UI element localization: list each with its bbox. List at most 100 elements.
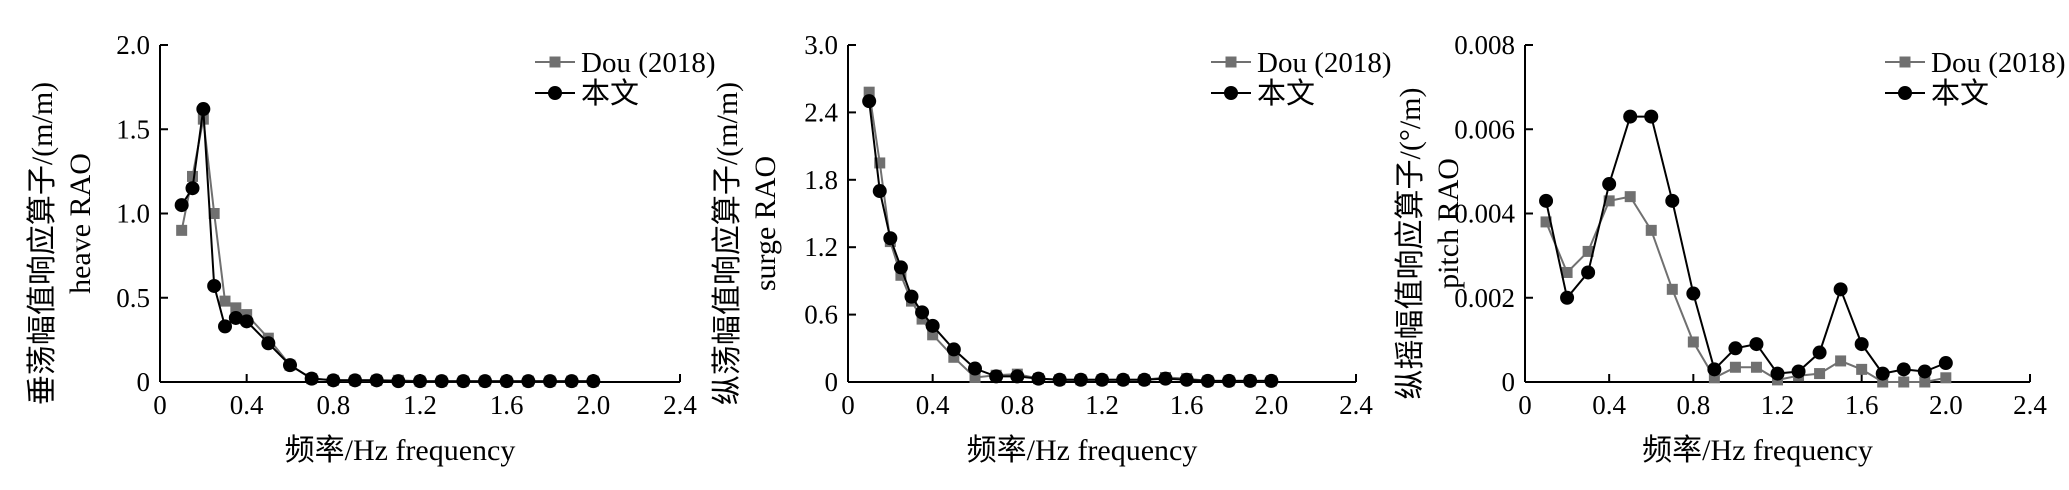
- heave-point-this-work: [185, 181, 200, 196]
- pitch-point-dou2018: [1582, 245, 1594, 257]
- pitch-y-axis-title-cn: 纵摇幅值响应算子/(°/m): [1394, 88, 1427, 400]
- pitch-point-this-work: [1770, 366, 1785, 381]
- pitch-point-dou2018: [1814, 368, 1826, 380]
- heave-legend-label: Dou (2018): [581, 47, 716, 79]
- pitch-point-dou2018: [1708, 372, 1720, 384]
- surge-point-this-work: [893, 260, 908, 275]
- surge-point-this-work: [1031, 371, 1046, 386]
- pitch-series-line-dou2018: [1545, 195, 1946, 383]
- heave-legend-marker-circle: [548, 86, 562, 100]
- pitch-y-tick-label: 0.008: [1454, 30, 1515, 60]
- surge-point-this-work: [862, 94, 877, 109]
- heave-y-axis-title-en: heave RAO: [64, 153, 97, 294]
- surge-y-tick-label: 0.6: [804, 300, 838, 330]
- surge-point-this-work: [968, 361, 982, 376]
- heave-x-tick-label: 2.4: [663, 390, 697, 420]
- surge-point-this-work: [1095, 372, 1109, 387]
- surge-legend-label: 本文: [1257, 77, 1315, 110]
- surge-y-axis-title-cn: 纵荡幅值响应算子/(m/m): [711, 82, 744, 405]
- pitch-legend-label: 本文: [1931, 77, 1989, 110]
- pitch-rao-chart: 0 0.4 0.8 1.2 1.6 2.0 2.4 0 0.002 0.004 0.006 0.008…: [1394, 30, 2066, 467]
- heave-point-this-work: [228, 310, 243, 325]
- pitch-point-dou2018: [1750, 361, 1762, 373]
- heave-point-this-work: [283, 358, 297, 373]
- heave-point-this-work: [478, 374, 492, 389]
- heave-x-tick-label: 0.4: [230, 390, 264, 420]
- surge-point-dou2018: [895, 269, 907, 281]
- heave-point-this-work: [239, 314, 254, 329]
- pitch-y-tick-label: 0.002: [1454, 283, 1515, 313]
- surge-x-tick-label: 0.4: [916, 390, 950, 420]
- surge-chart-panel: 0 0.4 0.8 1.2 1.6 2.0 2.4 0 0.6 1.2 1.8 2.4 3.0 频率/Hz…: [690, 0, 1392, 490]
- pitch-point-this-work: [1728, 341, 1743, 356]
- heave-point-this-work: [326, 373, 341, 388]
- surge-point-dou2018: [927, 329, 939, 341]
- pitch-point-this-work: [1812, 345, 1827, 360]
- pitch-point-this-work: [1623, 109, 1638, 124]
- pitch-series-line-this-work: [1545, 115, 1947, 375]
- surge-x-tick-label: 0.8: [1000, 390, 1034, 420]
- heave-point-this-work: [304, 371, 319, 386]
- pitch-legend-label: Dou (2018): [1931, 47, 2066, 79]
- pitch-point-this-work: [1665, 193, 1680, 208]
- heave-series-line-this-work: [180, 108, 594, 383]
- heave-y-tick-label: 1.0: [116, 199, 150, 229]
- pitch-point-this-work: [1854, 337, 1869, 352]
- heave-legend-marker-square: [549, 56, 561, 68]
- surge-point-this-work: [1073, 372, 1088, 387]
- heave-point-this-work: [521, 374, 536, 389]
- heave-point-this-work: [261, 336, 276, 351]
- pitch-y-tick-label: 0.004: [1454, 199, 1515, 229]
- heave-point-this-work: [391, 374, 406, 389]
- pitch-point-dou2018: [1835, 355, 1847, 367]
- pitch-x-axis-title: 频率/Hz frequency: [1642, 434, 1873, 467]
- pitch-point-this-work: [1917, 364, 1932, 379]
- heave-y-tick-label: 0.5: [116, 283, 150, 313]
- surge-point-this-work: [915, 305, 930, 320]
- pitch-point-this-work: [1581, 265, 1596, 280]
- pitch-y-axis-title-en: pitch RAO: [1432, 158, 1465, 289]
- heave-rao-chart: 0 0.4 0.8 1.2 1.6 2.0 2.4 0 0.5 1.0 1.5 2.0 频率/Hz fr…: [26, 30, 716, 467]
- surge-y-tick-label: 1.8: [804, 165, 838, 195]
- heave-y-tick-label: 1.5: [116, 114, 150, 144]
- heave-x-axis-title: 频率/Hz frequency: [285, 434, 516, 467]
- pitch-chart-panel: 0 0.4 0.8 1.2 1.6 2.0 2.4 0 0.002 0.004 0.006 0.008…: [1370, 0, 2069, 490]
- surge-point-dou2018: [863, 86, 875, 98]
- surge-legend-marker-square: [1225, 56, 1237, 68]
- pitch-point-dou2018: [1940, 372, 1952, 384]
- surge-point-this-work: [925, 318, 940, 333]
- pitch-point-dou2018: [1856, 363, 1868, 375]
- heave-x-tick-label: 1.6: [490, 390, 524, 420]
- pitch-x-tick-label: 2.4: [2013, 390, 2047, 420]
- heave-point-this-work: [499, 374, 514, 389]
- surge-point-this-work: [1052, 372, 1067, 387]
- heave-point-this-work: [218, 319, 232, 334]
- surge-point-dou2018: [948, 351, 960, 363]
- heave-point-this-work: [434, 374, 449, 389]
- heave-chart-panel: 0 0.4 0.8 1.2 1.6 2.0 2.4 0 0.5 1.0 1.5 2.0 频率/Hz fr…: [0, 0, 716, 490]
- pitch-point-this-work: [1644, 109, 1659, 124]
- pitch-x-tick-label: 1.2: [1761, 390, 1795, 420]
- surge-point-this-work: [1116, 372, 1131, 387]
- heave-point-dou2018: [187, 170, 198, 182]
- heave-point-this-work: [207, 278, 222, 293]
- heave-point-this-work: [543, 374, 557, 389]
- heave-point-this-work: [174, 198, 189, 213]
- surge-point-this-work: [904, 289, 919, 304]
- heave-point-this-work: [456, 374, 471, 389]
- surge-point-this-work: [1158, 371, 1173, 386]
- heave-point-dou2018: [230, 302, 242, 314]
- surge-rao-chart: 0 0.4 0.8 1.2 1.6 2.0 2.4 0 0.6 1.2 1.8 2.4 3.0 频率/Hz…: [711, 30, 1392, 467]
- pitch-point-dou2018: [1624, 191, 1636, 203]
- heave-legend-label: 本文: [581, 77, 639, 110]
- pitch-y-tick-label: 0: [1502, 367, 1516, 397]
- pitch-point-this-work: [1707, 362, 1722, 377]
- surge-point-this-work: [1264, 373, 1279, 388]
- surge-point-this-work: [872, 184, 887, 199]
- surge-point-this-work: [1137, 372, 1152, 387]
- pitch-x-tick-label: 1.6: [1845, 390, 1879, 420]
- heave-point-this-work: [196, 102, 211, 117]
- pitch-point-dou2018: [1687, 336, 1699, 348]
- pitch-point-dou2018: [1898, 376, 1910, 388]
